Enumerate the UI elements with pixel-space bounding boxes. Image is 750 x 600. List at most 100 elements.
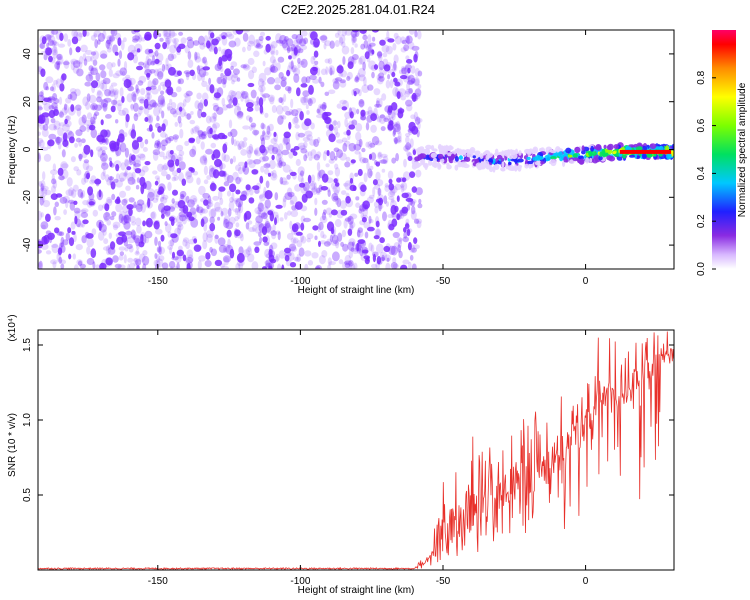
noise-dot (258, 212, 267, 218)
noise-dot (160, 208, 167, 215)
noise-dot (321, 211, 327, 221)
noise-dot (149, 69, 156, 74)
noise-dot (241, 30, 250, 33)
noise-dot (244, 161, 248, 169)
noise-dot (309, 97, 317, 104)
noise-dot (178, 121, 183, 128)
signal-blob (526, 156, 531, 161)
noise-dot (79, 55, 84, 65)
noise-dot (130, 103, 135, 110)
noise-dot (316, 161, 321, 172)
noise-dot (90, 118, 95, 125)
noise-dot (299, 111, 304, 121)
noise-dot (405, 35, 413, 44)
noise-dot (411, 247, 417, 253)
noise-dot (292, 116, 299, 125)
noise-dot (276, 39, 284, 44)
noise-dot (335, 77, 343, 82)
noise-dot (58, 96, 63, 105)
noise-dot (365, 111, 370, 116)
noise-dot (328, 261, 336, 266)
noise-dot (209, 116, 217, 123)
snr-plot-area (38, 330, 674, 570)
noise-dot (105, 137, 109, 145)
noise-dot (393, 123, 401, 133)
noise-dot (356, 108, 360, 115)
noise-dot (359, 246, 364, 257)
noise-dot (355, 75, 359, 82)
noise-dot (76, 107, 82, 117)
noise-dot (393, 242, 400, 250)
noise-dot (362, 214, 368, 220)
noise-dot (359, 204, 367, 212)
noise-dot (136, 199, 145, 206)
signal-blob (475, 162, 483, 169)
noise-dot (383, 117, 389, 123)
noise-dot (406, 104, 413, 112)
noise-dot (102, 102, 108, 112)
noise-dot (71, 230, 76, 235)
signal-blob (450, 153, 455, 160)
noise-dot (349, 111, 354, 119)
noise-dot (248, 34, 255, 45)
noise-dot (237, 143, 242, 151)
noise-dot (267, 94, 275, 103)
noise-dot (146, 73, 150, 81)
noise-dot (312, 55, 316, 60)
noise-dot (186, 211, 193, 218)
noise-dot (98, 189, 102, 198)
noise-dot (205, 115, 212, 124)
noise-dot (400, 75, 408, 80)
noise-dot (206, 84, 214, 92)
noise-dot (63, 209, 67, 216)
noise-dot (83, 176, 89, 183)
noise-dot (376, 116, 382, 123)
noise-dot (139, 98, 145, 104)
noise-dot (316, 187, 321, 194)
noise-dot (388, 111, 395, 119)
noise-dot (289, 171, 297, 177)
noise-dot (341, 190, 347, 196)
noise-dot (227, 238, 231, 249)
noise-dot (157, 138, 161, 148)
noise-dot (205, 252, 211, 260)
noise-dot (290, 227, 298, 235)
noise-dot (212, 122, 221, 129)
noise-dot (300, 96, 309, 106)
noise-dot (151, 54, 156, 65)
noise-dot (46, 34, 52, 40)
noise-dot (398, 209, 403, 217)
noise-dot (389, 79, 394, 89)
noise-dot (88, 65, 94, 72)
noise-dot (262, 155, 269, 162)
noise-dot (392, 231, 400, 239)
noise-dot (194, 51, 198, 61)
noise-dot (400, 185, 405, 193)
noise-dot (297, 166, 305, 176)
noise-dot (390, 116, 394, 126)
noise-dot (367, 34, 372, 44)
noise-dot (51, 174, 55, 181)
noise-dot (415, 116, 421, 125)
noise-dot (247, 253, 255, 263)
noise-dot (200, 111, 207, 118)
noise-dot (379, 114, 385, 119)
noise-dot (305, 190, 313, 199)
noise-dot (381, 254, 385, 262)
noise-dot (187, 199, 195, 208)
noise-dot (107, 36, 112, 46)
noise-dot (303, 141, 308, 148)
noise-dot (262, 212, 268, 220)
noise-dot (226, 229, 232, 238)
noise-dot (277, 97, 284, 103)
noise-dot (38, 138, 44, 144)
noise-dot (109, 35, 116, 42)
noise-dot (132, 234, 136, 241)
noise-dot (99, 262, 107, 269)
noise-dot (223, 181, 230, 187)
noise-dot (132, 257, 141, 263)
signal-blob (558, 151, 563, 158)
noise-dot (294, 124, 300, 129)
signal-blob (628, 154, 636, 158)
noise-dot (337, 232, 343, 242)
